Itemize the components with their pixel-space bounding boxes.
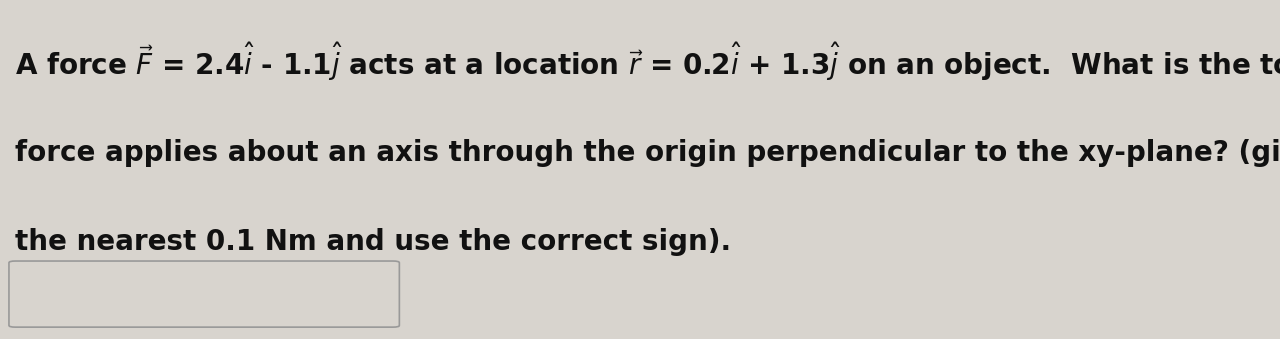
Text: the nearest 0.1 Nm and use the correct sign).: the nearest 0.1 Nm and use the correct s… [15, 228, 731, 256]
FancyBboxPatch shape [9, 261, 399, 327]
Text: force applies about an axis through the origin perpendicular to the xy-plane? (g: force applies about an axis through the … [15, 139, 1280, 166]
Text: A force $\vec{F}$ = 2.4$\hat{i}$ - 1.1$\hat{j}$ acts at a location $\vec{r}$ = 0: A force $\vec{F}$ = 2.4$\hat{i}$ - 1.1$\… [15, 40, 1280, 82]
